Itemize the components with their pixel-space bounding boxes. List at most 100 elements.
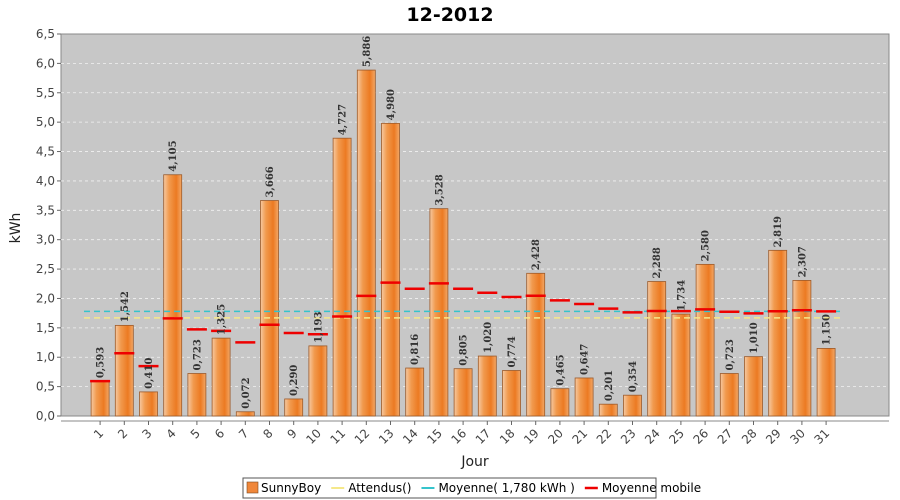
x-tick-label: 19 <box>521 426 542 447</box>
y-tick-label: 1,0 <box>36 350 55 364</box>
bar <box>647 281 667 417</box>
x-tick-label: 8 <box>260 426 275 441</box>
legend-label: Attendus() <box>348 481 411 495</box>
legend: SunnyBoy Attendus() Moyenne( 1,780 kWh ) Mo… <box>242 477 701 499</box>
y-tick-label: 3,5 <box>36 203 55 217</box>
value-label: 0,723 <box>725 339 736 370</box>
value-label: 5,886 <box>362 36 373 67</box>
moving-average-series <box>90 281 837 383</box>
bar <box>405 367 425 417</box>
value-label: 0,805 <box>459 334 470 365</box>
bar <box>429 208 449 417</box>
x-tick-label: 15 <box>424 426 445 447</box>
y-tick-label: 5,5 <box>36 86 55 100</box>
x-tick-label: 10 <box>303 426 324 447</box>
x-tick-label: 23 <box>618 426 639 447</box>
bar <box>477 355 497 417</box>
x-tick-label: 1 <box>91 426 106 441</box>
value-label: 1,734 <box>676 280 687 311</box>
x-tick-label: 30 <box>787 426 808 447</box>
value-label: 0,774 <box>507 336 518 367</box>
bar <box>719 373 739 417</box>
x-tick-label: 5 <box>188 426 203 441</box>
x-tick-label: 21 <box>570 426 591 447</box>
value-label: 0,647 <box>580 344 591 375</box>
value-label: 2,307 <box>797 246 808 277</box>
y-tick-label: 0,5 <box>36 380 55 394</box>
bar <box>768 249 788 417</box>
legend-label: Moyenne( 1,780 kWh ) <box>438 481 574 495</box>
x-tick-label: 25 <box>666 426 687 447</box>
x-tick-label: 17 <box>473 426 494 447</box>
value-label: 1,020 <box>483 322 494 353</box>
value-label: 0,354 <box>628 361 639 392</box>
bar <box>381 122 400 417</box>
value-label: 0,072 <box>241 377 252 408</box>
x-tick-label: 27 <box>715 426 736 447</box>
value-label: 0,816 <box>410 334 421 365</box>
bar <box>139 391 158 417</box>
bar <box>744 356 763 417</box>
y-tick-label: 5,0 <box>36 115 55 129</box>
bar <box>623 394 642 417</box>
x-tick-label: 16 <box>449 426 470 447</box>
bar <box>695 263 715 417</box>
x-tick-label: 31 <box>812 426 833 447</box>
value-label: 1,150 <box>822 314 833 345</box>
y-axis: 0,0 0,5 1,0 1,5 2,0 2,5 3,0 3,5 4,0 4,5 5,0 5,5 6,0 6… <box>36 27 61 423</box>
value-label: 1,325 <box>217 304 228 335</box>
value-label: 4,105 <box>168 140 179 171</box>
x-tick-label: 28 <box>739 426 760 447</box>
bar <box>260 200 279 417</box>
bar <box>332 137 352 417</box>
y-tick-label: 6,0 <box>36 56 55 70</box>
bar <box>550 388 570 417</box>
value-labels: 0,593 1,542 0,410 4,105 0,723 1,325 0,072 3,666… <box>96 36 833 409</box>
legend-label: Moyenne mobile <box>602 481 701 495</box>
x-tick-label: 26 <box>691 426 712 447</box>
value-label: 0,290 <box>289 365 300 396</box>
bar <box>598 403 618 417</box>
x-tick-label: 3 <box>139 426 154 441</box>
x-tick-label: 12 <box>352 426 373 447</box>
value-label: 2,819 <box>773 216 784 247</box>
bar <box>211 337 231 417</box>
x-tick-label: 2 <box>115 426 130 441</box>
bar <box>356 69 376 417</box>
y-tick-label: 4,5 <box>36 145 55 159</box>
x-axis: 1 2 3 4 5 6 7 8 9 10 11 12 13 14 15 16 17 18 19 20 21 22 23 24 2… <box>61 420 889 447</box>
bar <box>453 368 473 417</box>
bar <box>816 348 836 417</box>
x-tick-label: 9 <box>285 426 300 441</box>
x-axis-label: Jour <box>460 454 489 470</box>
value-label: 3,666 <box>265 166 276 197</box>
value-label: 4,980 <box>386 89 397 120</box>
bar <box>502 370 521 417</box>
value-label: 2,428 <box>531 239 542 270</box>
y-axis-label: kWh <box>8 213 24 244</box>
legend-label: SunnyBoy <box>261 481 321 495</box>
y-tick-label: 4,0 <box>36 174 55 188</box>
bar <box>284 398 304 417</box>
x-tick-label: 14 <box>400 426 421 447</box>
value-label: 2,288 <box>652 247 663 278</box>
chart-title: 12-2012 <box>406 4 493 26</box>
bar-series <box>90 69 836 417</box>
x-tick-label: 22 <box>594 426 615 447</box>
x-tick-label: 20 <box>545 426 566 447</box>
value-label: 1,010 <box>749 322 760 353</box>
value-label: 0,410 <box>144 358 155 389</box>
value-label: 3,528 <box>434 174 445 205</box>
value-label: 2,580 <box>701 230 712 261</box>
x-tick-label: 13 <box>376 426 397 447</box>
x-tick-label: 7 <box>236 426 251 441</box>
y-tick-label: 6,5 <box>36 27 55 41</box>
bar <box>574 377 594 417</box>
y-tick-label: 2,5 <box>36 262 55 276</box>
x-tick-label: 24 <box>642 426 663 447</box>
bar <box>187 373 207 417</box>
grid-lines <box>61 62 889 388</box>
value-label: 0,723 <box>192 339 203 370</box>
value-label: 1,193 <box>313 312 324 343</box>
